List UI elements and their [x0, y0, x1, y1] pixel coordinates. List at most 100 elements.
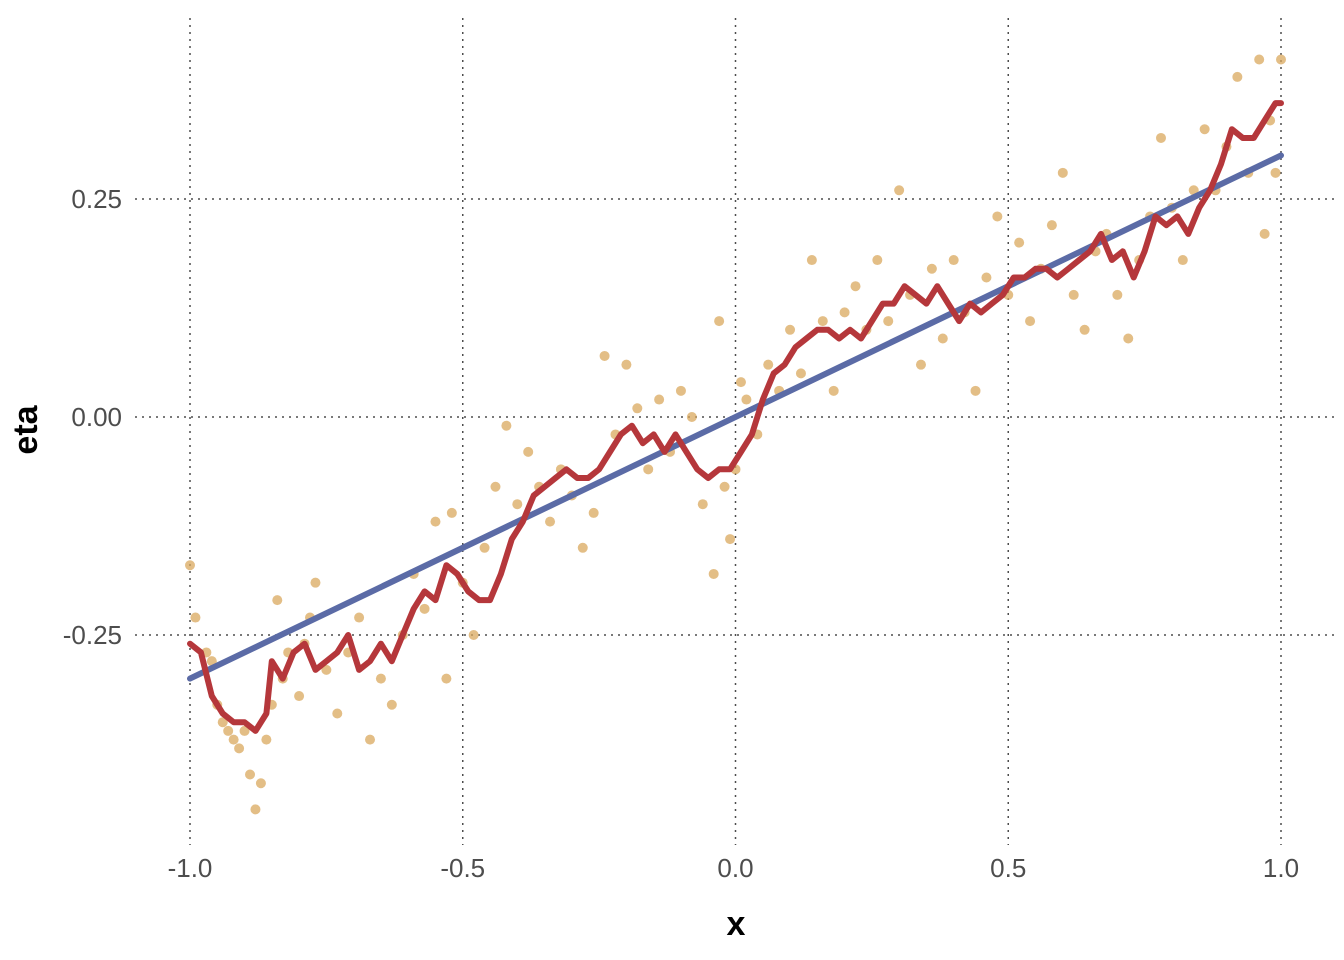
- data-point: [332, 708, 343, 719]
- data-point: [419, 603, 430, 614]
- data-point: [817, 316, 828, 327]
- data-point: [686, 412, 697, 422]
- data-point: [375, 673, 386, 684]
- data-point: [1068, 289, 1079, 300]
- x-tick-label: 0.5: [990, 853, 1026, 883]
- data-point: [675, 385, 686, 396]
- data-point: [239, 725, 250, 736]
- data-point: [321, 664, 332, 675]
- data-point: [1046, 220, 1057, 231]
- data-point: [981, 272, 992, 283]
- trend-line-layer: [187, 152, 1284, 682]
- data-point: [250, 804, 261, 815]
- scatter-points: [185, 54, 1286, 815]
- data-point: [894, 185, 905, 196]
- data-point: [234, 743, 245, 754]
- data-point: [501, 420, 512, 431]
- data-point: [545, 516, 556, 527]
- data-point: [926, 263, 937, 274]
- data-point: [763, 359, 774, 370]
- data-point: [725, 534, 736, 545]
- data-point: [468, 630, 479, 640]
- data-point: [1014, 237, 1025, 248]
- data-point: [697, 499, 708, 510]
- x-tick-label: -1.0: [168, 853, 213, 883]
- data-point: [1177, 255, 1188, 266]
- data-point: [490, 481, 501, 492]
- data-point: [217, 717, 228, 728]
- x-tick-label: 1.0: [1263, 853, 1299, 883]
- data-point: [430, 516, 441, 527]
- data-point: [479, 542, 490, 553]
- y-tick-labels: -0.25 0.00 0.25: [63, 184, 122, 650]
- data-point: [272, 595, 283, 606]
- data-point: [185, 560, 195, 571]
- data-point: [970, 385, 981, 396]
- y-tick-label: 0.00: [71, 402, 122, 432]
- data-point: [714, 316, 725, 327]
- data-point: [577, 542, 588, 553]
- data-point: [735, 377, 746, 388]
- data-point: [719, 481, 730, 492]
- data-point: [245, 769, 256, 780]
- x-tick-labels: -1.0 -0.5 0.0 0.5 1.0: [168, 853, 1299, 883]
- trend-line: [187, 152, 1284, 682]
- data-point: [523, 446, 534, 457]
- data-point: [512, 499, 523, 510]
- data-point: [1276, 54, 1286, 65]
- y-tick-label: 0.25: [71, 184, 122, 214]
- data-point: [441, 673, 452, 684]
- data-point: [850, 281, 861, 292]
- data-point: [588, 507, 599, 518]
- data-point: [806, 255, 817, 266]
- data-point: [310, 577, 321, 588]
- data-point: [223, 725, 234, 736]
- data-point: [1025, 316, 1036, 327]
- data-point: [261, 734, 272, 745]
- data-point: [795, 368, 806, 379]
- x-axis-title: x: [727, 905, 746, 943]
- data-point: [937, 333, 948, 344]
- data-point: [1079, 324, 1090, 335]
- data-point: [294, 691, 305, 702]
- data-point: [785, 324, 796, 335]
- y-tick-label: -0.25: [63, 620, 122, 650]
- data-point: [654, 394, 665, 405]
- data-point: [1057, 167, 1068, 178]
- data-point: [883, 316, 894, 327]
- data-point: [365, 734, 376, 745]
- vertical-gridlines: [189, 18, 1282, 845]
- data-point: [872, 255, 883, 266]
- data-point: [948, 255, 959, 266]
- data-point: [446, 507, 457, 518]
- data-point: [643, 464, 654, 475]
- data-point: [915, 359, 926, 370]
- walk-line-layer: [187, 100, 1284, 734]
- data-point: [828, 385, 839, 396]
- data-point: [632, 403, 643, 414]
- data-point: [1155, 132, 1166, 143]
- data-point: [1199, 124, 1210, 135]
- data-point: [1259, 228, 1270, 239]
- data-point: [228, 734, 239, 745]
- data-point: [1232, 71, 1243, 82]
- data-point: [621, 359, 632, 370]
- data-point: [992, 211, 1003, 222]
- data-point: [1270, 167, 1281, 178]
- data-point: [1254, 54, 1265, 65]
- x-tick-label: 0.0: [717, 853, 753, 883]
- data-point: [1123, 333, 1134, 344]
- data-point: [190, 612, 201, 623]
- data-point: [708, 568, 719, 579]
- x-tick-label: -0.5: [440, 853, 485, 883]
- data-point: [1112, 289, 1123, 300]
- data-point: [354, 612, 365, 623]
- data-point: [839, 307, 850, 318]
- y-axis-title: eta: [7, 404, 45, 454]
- walk-line: [187, 100, 1284, 734]
- data-point: [386, 699, 397, 710]
- data-point: [255, 778, 266, 789]
- data-point: [741, 394, 752, 405]
- data-point: [599, 350, 610, 361]
